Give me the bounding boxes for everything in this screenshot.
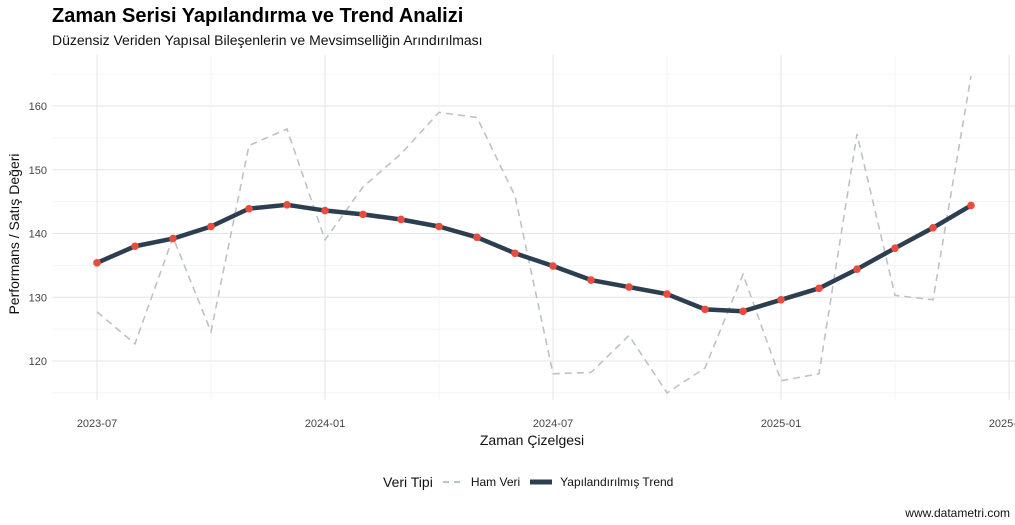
- y-tick-label: 140: [29, 229, 47, 241]
- trend-point: [435, 222, 443, 231]
- trend-point: [549, 262, 557, 270]
- trend-point: [359, 210, 367, 219]
- trend-point: [93, 259, 101, 267]
- legend-key-trend: [530, 479, 553, 485]
- trend-point: [511, 249, 519, 258]
- trend-point: [891, 244, 899, 252]
- trend-series: [93, 201, 975, 316]
- x-tick-label: 2024-01: [305, 418, 345, 430]
- trend-point: [625, 283, 633, 291]
- chart-title: Zaman Serisi Yapılandırma ve Trend Anali…: [52, 5, 464, 27]
- y-axis-label: Performans / Satış Değeri: [6, 153, 22, 314]
- raw-series: [96, 75, 972, 394]
- trend-point: [397, 215, 405, 224]
- y-tick-label: 150: [29, 165, 47, 177]
- x-tick-labels: 2023-07 2024-01 2024-07 2025-01 2025-07: [77, 418, 1015, 430]
- x-axis-label: Zaman Çizelgesi: [480, 432, 584, 448]
- x-tick-label: 2025-01: [761, 418, 801, 430]
- y-tick-labels: 120 130 140 150 160: [29, 101, 47, 368]
- trend-point: [663, 290, 671, 298]
- trend-point: [169, 234, 177, 243]
- trend-point: [967, 201, 975, 210]
- legend-key-raw: [442, 481, 465, 483]
- y-tick-label: 160: [29, 101, 47, 113]
- legend: Veri Tipi Ham Veri Yapılandırılmış Trend: [383, 474, 673, 490]
- y-tick-label: 120: [29, 356, 47, 368]
- x-tick-label: 2025-07: [989, 418, 1015, 430]
- trend-point: [321, 206, 329, 215]
- legend-label-raw: Ham Veri: [470, 475, 521, 489]
- trend-point: [283, 201, 291, 209]
- trend-point: [777, 296, 785, 304]
- trend-point: [131, 242, 139, 251]
- legend-title: Veri Tipi: [383, 474, 433, 490]
- trend-point: [929, 223, 937, 232]
- trend-point: [245, 204, 253, 213]
- trend-point: [815, 284, 823, 293]
- trend-point: [207, 222, 215, 231]
- trend-point: [739, 307, 747, 316]
- legend-label-trend: Yapılandırılmış Trend: [560, 475, 674, 489]
- trend-point: [853, 265, 861, 274]
- chart-subtitle: Düzensiz Veriden Yapısal Bileşenlerin ve…: [52, 32, 483, 48]
- trend-point: [473, 233, 481, 242]
- y-tick-label: 130: [29, 292, 47, 304]
- trend-point: [587, 276, 595, 284]
- grid: [52, 55, 1015, 400]
- trend-point: [701, 305, 709, 314]
- trend-line: [96, 202, 973, 314]
- raw-data-line: [96, 75, 972, 394]
- caption: www.datametri.com: [905, 506, 1010, 520]
- x-tick-label: 2023-07: [77, 418, 117, 430]
- x-tick-label: 2024-07: [533, 418, 573, 430]
